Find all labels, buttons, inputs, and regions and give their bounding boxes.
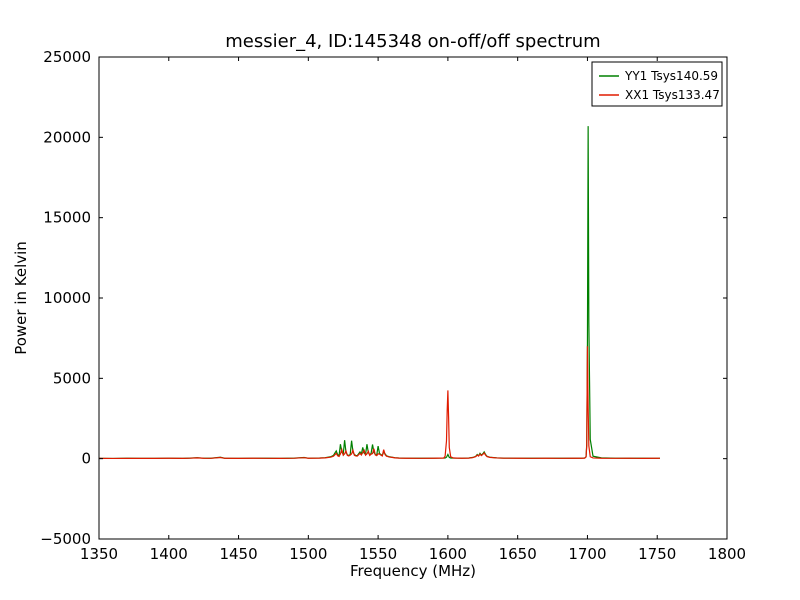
x-tick-label: 1750 — [638, 545, 676, 563]
legend-label-1: YY1 Tsys140.59 — [624, 69, 718, 83]
legend-label-2: XX1 Tsys133.47 — [625, 88, 720, 102]
y-axis-label: Power in Kelvin — [12, 241, 30, 355]
y-tick-label: 15000 — [43, 209, 91, 227]
x-tick-label: 1450 — [219, 545, 257, 563]
y-tick-label: 0 — [81, 450, 91, 468]
y-tick-label: 20000 — [43, 128, 91, 146]
x-tick-label: 1800 — [708, 545, 746, 563]
legend-box — [591, 61, 723, 107]
x-tick-label: 1600 — [429, 545, 467, 563]
legend: YY1 Tsys140.59 XX1 Tsys133.47 — [591, 61, 723, 107]
series-line-2 — [99, 346, 661, 460]
x-tick-label: 1650 — [499, 545, 537, 563]
x-tick-label: 1350 — [80, 545, 118, 563]
y-tick-label: 25000 — [43, 48, 91, 66]
y-tick-label: −5000 — [40, 530, 91, 548]
x-tick-label: 1550 — [359, 545, 397, 563]
y-tick-label: 5000 — [53, 369, 91, 387]
y-axis-ticks: −5000 0 5000 10000 15000 20000 25000 — [40, 48, 727, 548]
axes-background — [99, 57, 727, 539]
y-tick-label: 10000 — [43, 289, 91, 307]
x-axis-label: Frequency (MHz) — [350, 562, 476, 580]
page-title: messier_4, ID:145348 on-off/off spectrum — [225, 31, 600, 52]
data-series-layer — [99, 126, 661, 460]
x-tick-label: 1400 — [150, 545, 188, 563]
x-axis-ticks: 1350 1400 1450 1500 1550 1600 1650 1700 1750 1800 — [80, 57, 746, 563]
x-tick-label: 1500 — [289, 545, 327, 563]
x-tick-label: 1700 — [568, 545, 606, 563]
